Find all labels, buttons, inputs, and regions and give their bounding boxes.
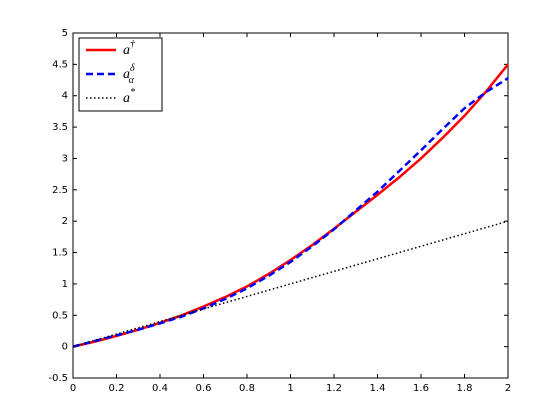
- series-line: [72, 220, 509, 348]
- x-tick-label: 1.4: [370, 383, 386, 394]
- legend-label: a†: [123, 39, 136, 58]
- y-tick-label: 2.5: [52, 185, 68, 196]
- y-tick-label: 3.5: [52, 122, 68, 133]
- x-tick-label: 1.6: [413, 383, 429, 394]
- y-tick-label: 5: [62, 28, 68, 39]
- y-tick-label: 0: [62, 342, 68, 353]
- y-tick-label: -0.5: [48, 373, 68, 384]
- legend-label: a*: [123, 87, 135, 106]
- y-tick-label: 1.5: [52, 248, 68, 259]
- x-tick-label: 0.4: [152, 383, 168, 394]
- legend-label: aδ α: [123, 63, 135, 86]
- x-tick-label: 0.2: [109, 383, 125, 394]
- y-tick-label: 3: [62, 153, 68, 164]
- x-tick-label: 0.8: [239, 383, 255, 394]
- x-tick-label: 0.6: [196, 383, 212, 394]
- y-tick-label: 1: [62, 279, 68, 290]
- x-tick-label: 1.2: [326, 383, 342, 394]
- y-tick-label: 4: [62, 91, 68, 102]
- x-tick-label: 1: [287, 383, 293, 394]
- x-tick-label: 1.8: [457, 383, 473, 394]
- y-tick-label: 0.5: [52, 310, 68, 321]
- x-tick-label: 2: [505, 383, 511, 394]
- y-tick-label: 4.5: [52, 59, 68, 70]
- series-line: [72, 63, 509, 348]
- y-tick-label: 2: [62, 216, 68, 227]
- x-tick-label: 0: [70, 383, 76, 394]
- series-line: [72, 77, 509, 348]
